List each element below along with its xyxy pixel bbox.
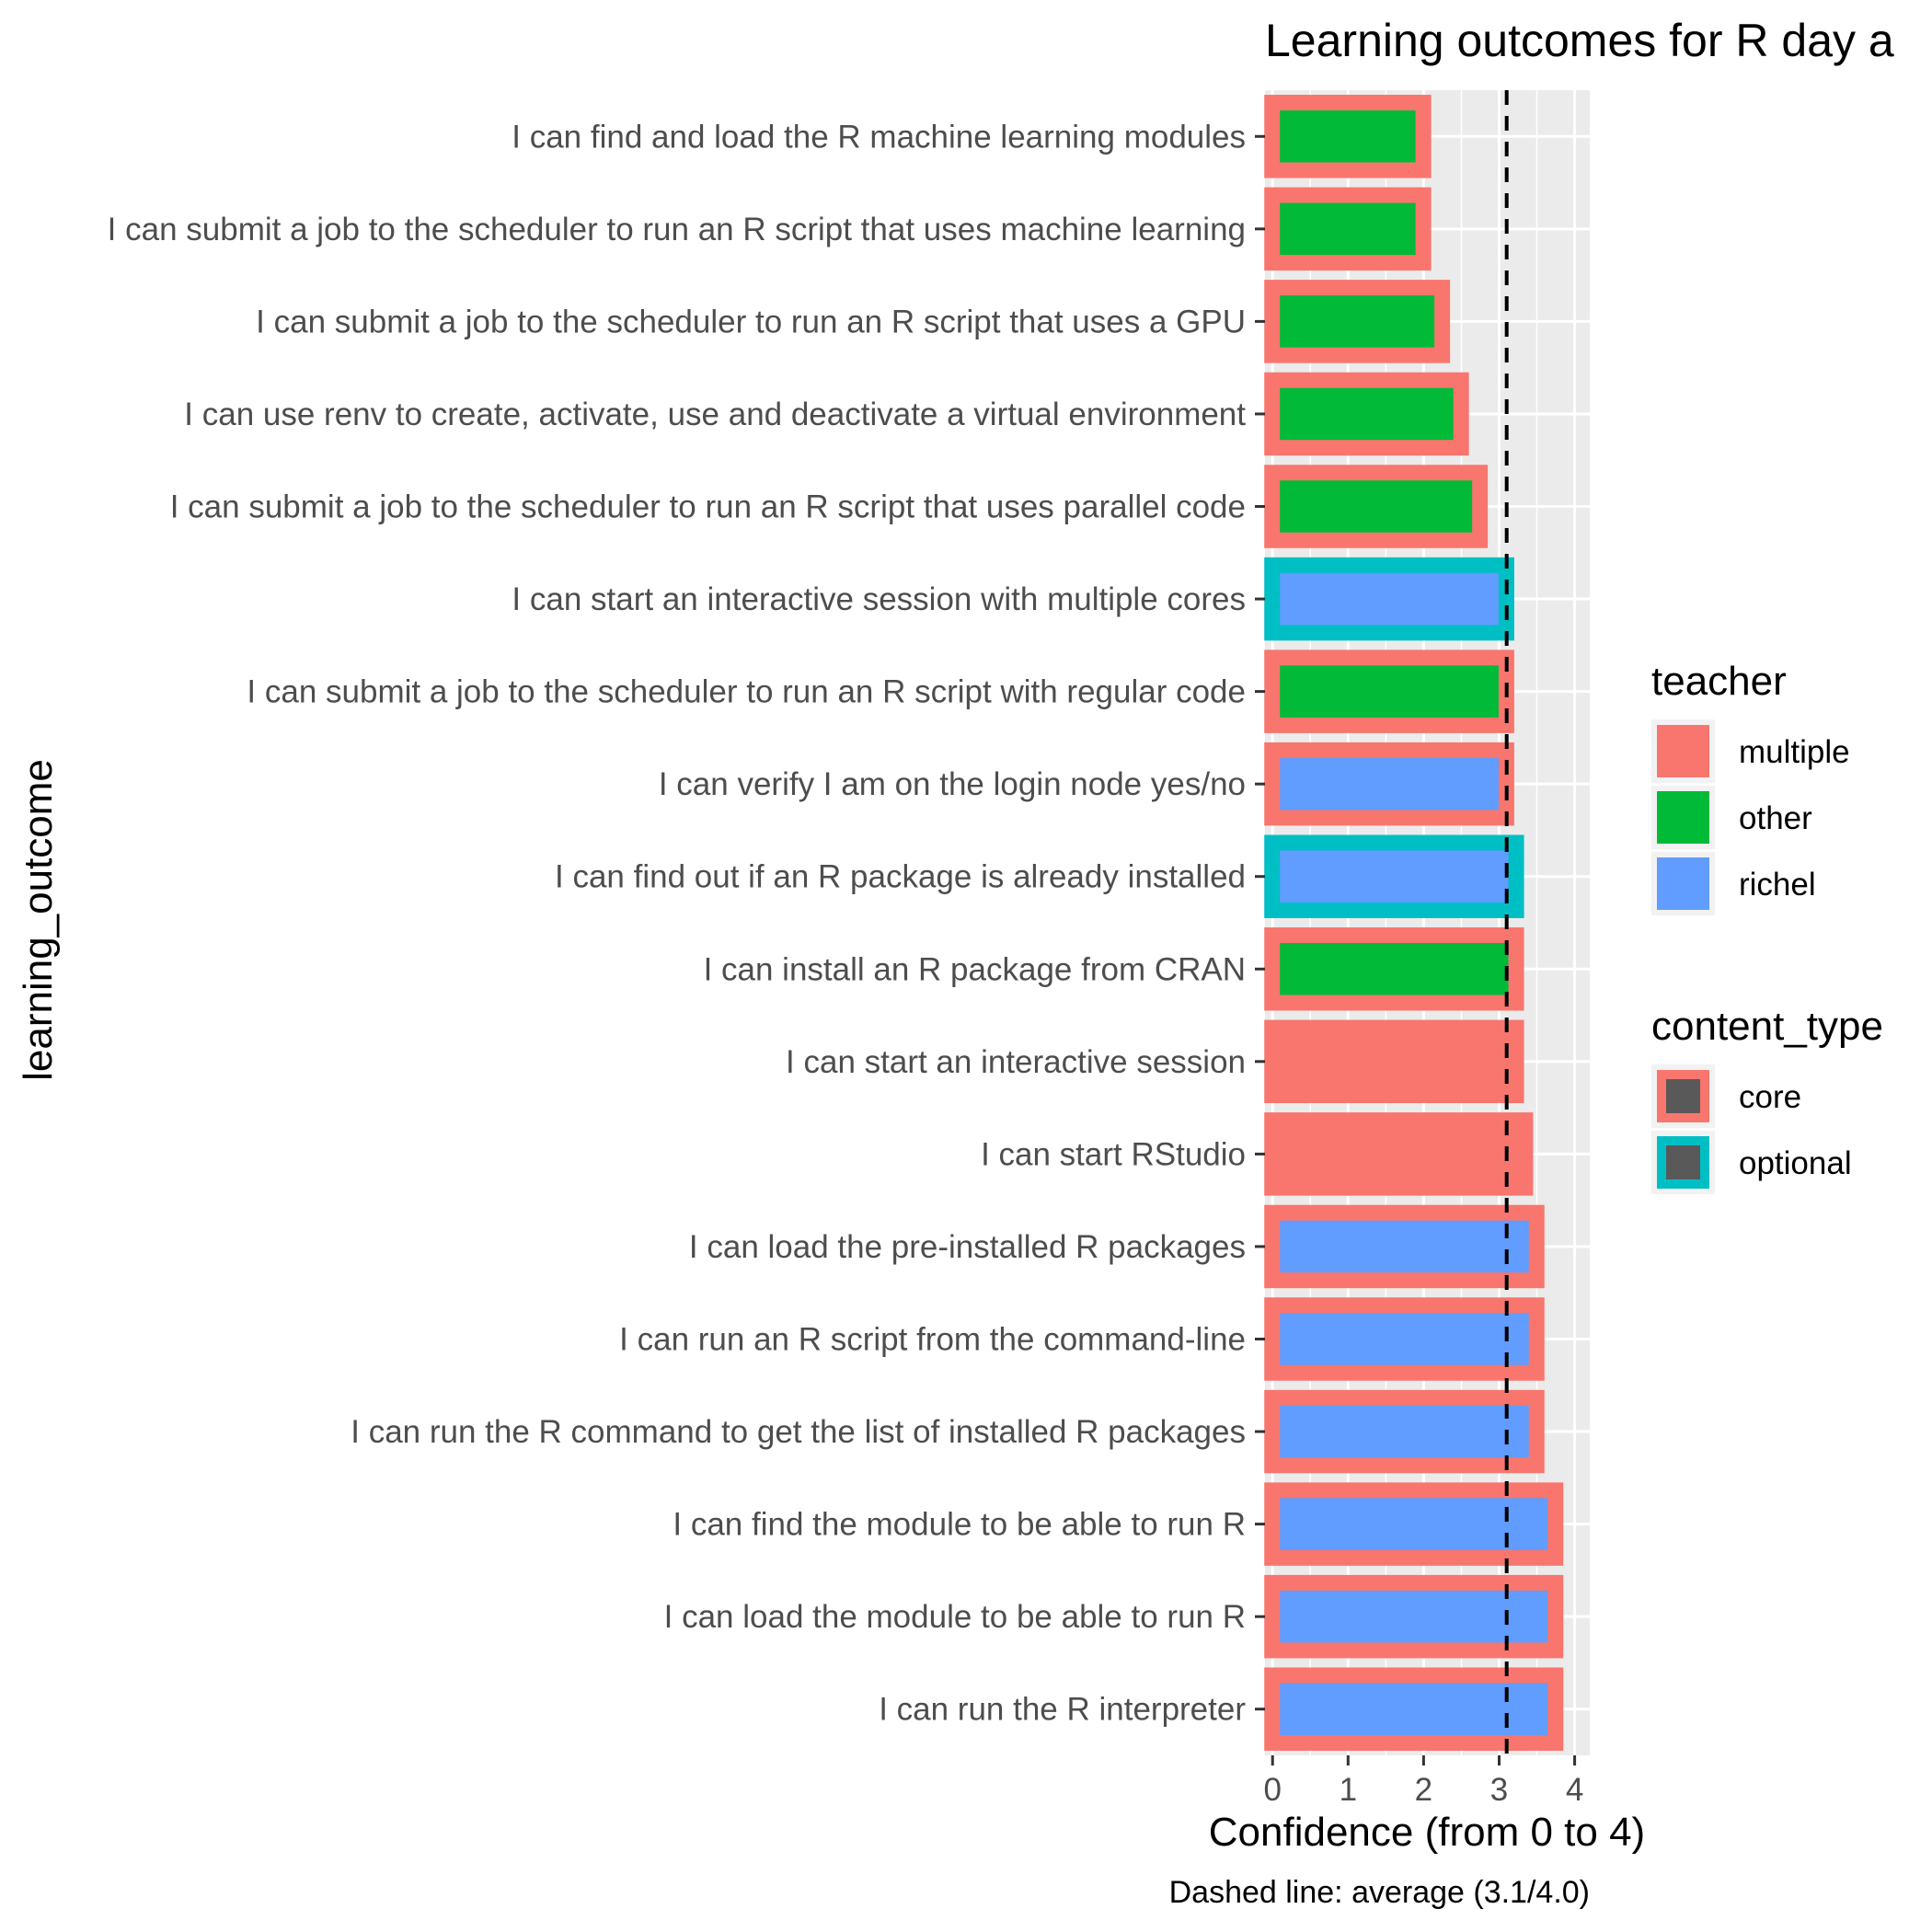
bar-fill [1280,1313,1529,1365]
x-axis-title: Confidence (from 0 to 4) [1209,1810,1645,1855]
bar-fill [1280,295,1435,348]
y-tick-label: I can submit a job to the scheduler to r… [247,674,1246,710]
legend-label: optional [1739,1145,1852,1181]
bar-fill [1280,943,1509,995]
legend-key-fill [1666,1145,1700,1179]
y-tick-label: I can verify I am on the login node yes/… [659,766,1246,802]
y-tick-label: I can run an R script from the command-l… [619,1322,1246,1358]
y-tick-label: I can find and load the R machine learni… [512,119,1246,155]
bar-fill [1280,1128,1518,1180]
legends: teacher multiple other richel content_typeco… [1651,659,1883,1194]
bar-fill [1280,202,1416,256]
bar-fill [1280,1035,1509,1088]
legend-key [1657,791,1709,844]
bar-fill [1280,1683,1548,1735]
y-tick-label: I can install an R package from CRAN [704,951,1246,987]
x-tick-label: 2 [1415,1772,1432,1808]
x-tick-label: 4 [1566,1772,1583,1808]
bar-fill [1280,572,1499,626]
chart-caption: Dashed line: average (3.1/4.0) [1169,1875,1590,1910]
y-tick-label: I can find out if an R package is alread… [555,859,1246,895]
legend-label: multiple [1739,734,1850,770]
y-tick-label: I can start an interactive session [786,1044,1246,1080]
y-tick-labels: I can find and load the R machine learni… [108,119,1265,1728]
x-tick-label: 1 [1340,1772,1357,1808]
legend-label: core [1739,1079,1801,1115]
plot-panel [1265,90,1590,1755]
x-tick-labels: 0 1 2 3 4 [1263,1755,1583,1808]
bar-fill [1280,110,1416,163]
y-tick-label: I can find the module to be able to run … [673,1507,1246,1543]
legend-title: content_type [1651,1004,1883,1049]
y-tick-label: I can load the module to be able to run … [664,1599,1246,1635]
chart-title: Learning outcomes for R day a [1265,15,1894,66]
legend-label: richel [1739,867,1816,903]
bar-fill [1280,757,1499,811]
bar-fill [1280,1405,1529,1458]
bar-fill [1280,850,1509,903]
y-tick-label: I can run the R interpreter [879,1692,1246,1728]
y-tick-label: I can start RStudio [981,1136,1246,1172]
legend-key [1657,725,1709,777]
y-tick-label: I can submit a job to the scheduler to r… [256,304,1246,339]
bar-fill [1280,387,1454,441]
y-tick-label: I can run the R command to get the list … [351,1414,1246,1450]
y-tick-label: I can submit a job to the scheduler to r… [170,489,1246,525]
bar-fill [1280,1220,1529,1273]
bar-fill [1280,665,1499,718]
x-tick-label: 3 [1490,1772,1508,1808]
bar-fill [1280,1590,1548,1643]
bars [1264,95,1564,1751]
bar-fill [1280,1498,1548,1550]
bar-fill [1280,480,1473,533]
y-tick-label: I can submit a job to the scheduler to r… [108,212,1246,247]
legend-key [1657,857,1709,910]
y-tick-label: I can start an interactive session with … [512,581,1246,617]
y-tick-label: I can load the pre-installed R packages [689,1229,1246,1265]
y-tick-label: I can use renv to create, activate, use … [184,397,1246,432]
y-axis-title: learning_outcome [16,759,61,1081]
legend-key-fill [1666,1079,1700,1113]
x-tick-label: 0 [1263,1772,1281,1808]
legend-title: teacher [1651,659,1787,704]
legend-label: other [1739,800,1812,836]
